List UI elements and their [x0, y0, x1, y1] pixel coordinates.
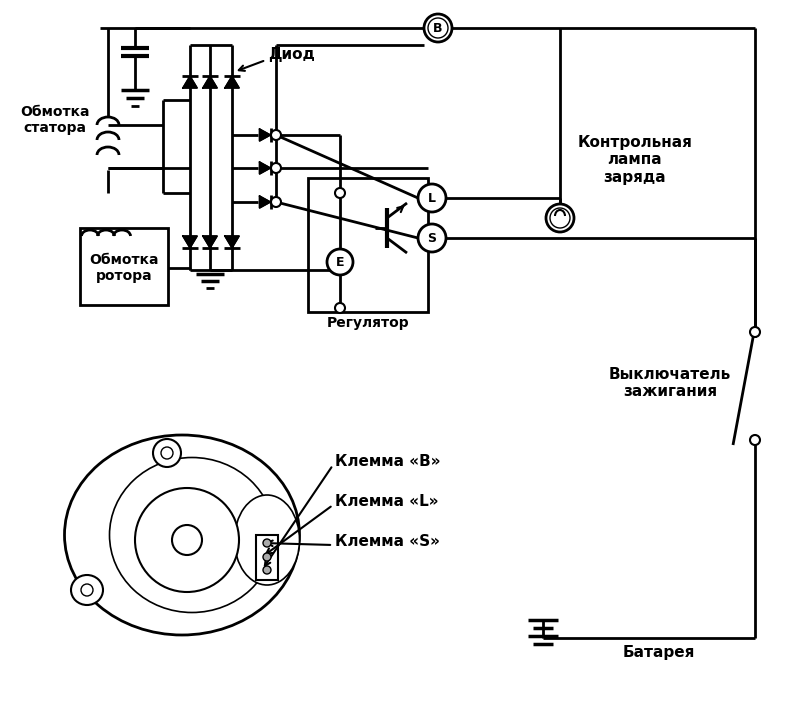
Text: Выключатель
зажигания: Выключатель зажигания [609, 367, 731, 399]
Circle shape [418, 184, 446, 212]
Text: E: E [336, 255, 344, 268]
Polygon shape [259, 129, 270, 141]
Text: Батарея: Батарея [623, 644, 695, 659]
Bar [308, 178, 428, 312]
Circle shape [81, 584, 93, 596]
Circle shape [271, 130, 281, 140]
Text: Регулятор: Регулятор [326, 316, 410, 330]
Circle shape [335, 303, 345, 313]
Ellipse shape [71, 575, 103, 605]
Circle shape [327, 249, 353, 275]
Circle shape [750, 435, 760, 445]
Text: Диод: Диод [268, 47, 315, 63]
Circle shape [750, 327, 760, 337]
Circle shape [263, 553, 271, 561]
Text: L: L [428, 191, 436, 204]
Text: Клемма «B»: Клемма «B» [335, 454, 441, 470]
Circle shape [428, 18, 448, 38]
Text: Клемма «L»: Клемма «L» [335, 495, 438, 510]
Ellipse shape [65, 435, 299, 635]
Polygon shape [259, 162, 270, 174]
Circle shape [263, 539, 271, 547]
Bar [80, 228, 168, 305]
Circle shape [263, 566, 271, 574]
Circle shape [335, 188, 345, 198]
Text: Обмотка
статора: Обмотка статора [20, 105, 90, 135]
Polygon shape [225, 76, 239, 88]
Text: Обмотка
ротора: Обмотка ротора [90, 253, 158, 283]
Circle shape [418, 224, 446, 252]
Polygon shape [182, 236, 197, 248]
Circle shape [172, 525, 202, 555]
Bar [256, 535, 278, 580]
Circle shape [161, 447, 173, 459]
Circle shape [135, 488, 239, 592]
Polygon shape [203, 76, 218, 88]
Circle shape [271, 163, 281, 173]
Text: B: B [434, 22, 442, 35]
Text: Клемма «S»: Клемма «S» [335, 534, 440, 549]
Ellipse shape [110, 457, 274, 613]
Circle shape [424, 14, 452, 42]
Text: Контрольная
лампа
заряда: Контрольная лампа заряда [578, 135, 693, 185]
Circle shape [546, 204, 574, 232]
Text: S: S [427, 232, 437, 244]
Ellipse shape [234, 495, 299, 585]
Polygon shape [225, 236, 239, 248]
Ellipse shape [153, 439, 181, 467]
Polygon shape [203, 236, 218, 248]
Polygon shape [259, 196, 270, 208]
Polygon shape [182, 76, 197, 88]
Circle shape [550, 208, 570, 228]
Circle shape [271, 197, 281, 207]
